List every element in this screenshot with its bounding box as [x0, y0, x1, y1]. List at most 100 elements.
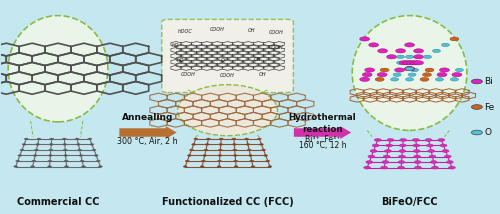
Circle shape	[32, 160, 36, 162]
Text: 160 °C, 12 h: 160 °C, 12 h	[298, 141, 346, 150]
Circle shape	[200, 166, 204, 167]
Text: COOH: COOH	[269, 30, 284, 35]
Circle shape	[410, 68, 418, 72]
Circle shape	[450, 78, 458, 81]
Circle shape	[206, 138, 210, 140]
Circle shape	[218, 149, 222, 151]
Circle shape	[232, 138, 236, 140]
Circle shape	[364, 166, 370, 169]
Circle shape	[472, 130, 482, 135]
Circle shape	[384, 150, 392, 153]
Circle shape	[234, 160, 237, 162]
Circle shape	[398, 166, 404, 169]
Circle shape	[440, 68, 450, 72]
Text: Bi: Bi	[484, 77, 493, 86]
Circle shape	[374, 138, 382, 141]
Text: Commercial CC: Commercial CC	[17, 197, 100, 207]
Circle shape	[49, 149, 53, 151]
Circle shape	[414, 160, 421, 163]
Circle shape	[64, 155, 68, 156]
Circle shape	[63, 144, 67, 145]
Circle shape	[370, 150, 377, 153]
Circle shape	[234, 166, 238, 167]
Circle shape	[202, 155, 206, 156]
Circle shape	[192, 144, 196, 145]
Circle shape	[444, 155, 451, 158]
Text: BiFeO/FCC: BiFeO/FCC	[381, 197, 438, 207]
Circle shape	[368, 43, 378, 47]
Circle shape	[406, 61, 416, 65]
Circle shape	[204, 149, 208, 151]
FancyArrow shape	[294, 126, 351, 139]
Text: COOH: COOH	[220, 73, 235, 78]
Circle shape	[246, 144, 250, 145]
Circle shape	[432, 166, 438, 169]
Circle shape	[404, 67, 414, 71]
Circle shape	[393, 73, 401, 76]
Circle shape	[260, 144, 264, 145]
Text: HO: HO	[172, 43, 179, 48]
Circle shape	[48, 160, 52, 162]
Text: COOH: COOH	[269, 45, 284, 50]
Circle shape	[430, 160, 437, 163]
Circle shape	[266, 160, 270, 162]
Circle shape	[422, 73, 432, 77]
Circle shape	[251, 166, 255, 167]
Circle shape	[396, 61, 404, 64]
Text: Annealing: Annealing	[122, 113, 174, 122]
Text: HO: HO	[176, 58, 184, 63]
Circle shape	[375, 77, 384, 81]
Circle shape	[258, 138, 262, 140]
Circle shape	[398, 160, 405, 163]
Circle shape	[268, 166, 272, 167]
Text: reaction: reaction	[302, 125, 343, 134]
Text: O: O	[484, 128, 492, 137]
Circle shape	[360, 37, 370, 41]
Circle shape	[76, 144, 80, 145]
Circle shape	[188, 155, 192, 156]
Circle shape	[16, 160, 20, 162]
Circle shape	[250, 160, 254, 162]
Circle shape	[48, 166, 52, 167]
Circle shape	[396, 49, 406, 53]
Circle shape	[394, 68, 404, 72]
Circle shape	[244, 138, 248, 140]
Text: O: O	[220, 58, 224, 63]
Circle shape	[34, 149, 38, 151]
Circle shape	[183, 166, 187, 167]
Circle shape	[406, 67, 413, 70]
Circle shape	[380, 68, 389, 72]
Circle shape	[403, 61, 412, 65]
Circle shape	[233, 155, 237, 156]
Circle shape	[406, 78, 413, 81]
Text: Functionalized CC (FCC): Functionalized CC (FCC)	[162, 197, 294, 207]
Circle shape	[446, 160, 454, 163]
Circle shape	[80, 160, 84, 162]
Circle shape	[233, 149, 237, 151]
Circle shape	[442, 43, 450, 47]
Circle shape	[82, 166, 86, 167]
Text: HOOC: HOOC	[178, 29, 192, 34]
Circle shape	[217, 166, 221, 167]
Circle shape	[50, 138, 54, 140]
Circle shape	[20, 149, 24, 151]
Text: 300 °C, Air, 2 h: 300 °C, Air, 2 h	[118, 137, 178, 146]
Text: Fe: Fe	[484, 103, 494, 111]
Text: OH: OH	[248, 28, 255, 33]
Text: OH: OH	[258, 71, 266, 77]
Circle shape	[360, 77, 370, 82]
Circle shape	[400, 144, 406, 147]
Circle shape	[92, 149, 96, 151]
Circle shape	[64, 160, 68, 162]
Circle shape	[400, 138, 406, 141]
Text: OH: OH	[254, 57, 261, 62]
Circle shape	[404, 43, 414, 47]
Circle shape	[90, 144, 94, 145]
Circle shape	[79, 155, 83, 156]
Circle shape	[396, 55, 404, 58]
Circle shape	[364, 68, 374, 72]
Circle shape	[50, 144, 53, 145]
Circle shape	[94, 155, 98, 156]
FancyBboxPatch shape	[162, 19, 294, 92]
Circle shape	[429, 155, 436, 158]
